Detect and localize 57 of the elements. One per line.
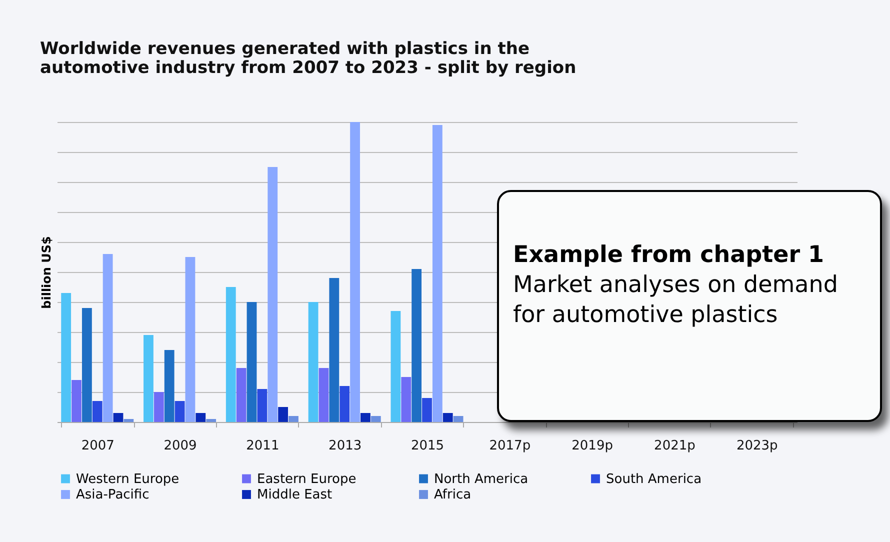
bar: [113, 413, 124, 422]
bar: [144, 335, 154, 422]
x-tick-label: 2009: [164, 438, 197, 454]
x-tick-label: 2013: [328, 438, 362, 454]
x-tick-label: 2021p: [654, 438, 696, 454]
annotation: Market analyses on demand for automotive plastics: [513, 272, 838, 328]
legend-label: Eastern Europe: [257, 472, 356, 487]
annotation: Example from chapter 1: [513, 241, 826, 270]
bar: [124, 419, 134, 422]
bar: [308, 302, 318, 422]
legend-label: South America: [606, 472, 702, 487]
x-tick-label: 2023p: [736, 438, 778, 454]
x-tick-label: 2017p: [489, 438, 531, 454]
bar: [257, 389, 268, 422]
bar: [164, 350, 174, 422]
bar: [442, 413, 453, 422]
bar: [92, 401, 102, 422]
x-tick-label: 2007: [81, 438, 114, 454]
bar: [340, 386, 350, 422]
bar: [236, 368, 246, 422]
legend-label: Western Europe: [76, 472, 180, 487]
bar: [174, 401, 185, 422]
callout-box: Example from chapter 1 Market analyses on demand for automotive plastics: [497, 190, 882, 422]
bar: [102, 254, 113, 422]
bar: [453, 416, 464, 422]
bar: [185, 257, 196, 422]
bar: [268, 167, 278, 422]
legend-label: Asia-Pacific: [76, 488, 150, 502]
x-tick-label: 2011: [246, 438, 280, 454]
bar: [278, 407, 288, 422]
bar: [412, 269, 422, 422]
bar: [72, 380, 82, 422]
bar: [61, 293, 72, 422]
bar: [226, 287, 236, 422]
bar: [370, 416, 381, 422]
bar: [82, 308, 92, 422]
bar: [246, 302, 257, 422]
legend-label: Middle East: [257, 488, 332, 502]
bar: [390, 311, 401, 422]
legend-label: Africa: [434, 488, 472, 502]
text: automotive industry from 2007 to 2023 - split by region: [40, 58, 576, 78]
legend-label: North America: [434, 472, 528, 487]
x-tick-label: 2015: [410, 438, 444, 454]
bar: [401, 377, 412, 422]
x-tick-label: 2019p: [572, 438, 613, 454]
bar: [154, 392, 164, 422]
bar: [288, 416, 298, 422]
text: Worldwide revenues generated with plastics in the: [40, 39, 530, 59]
bar: [422, 398, 432, 422]
bar: [432, 125, 442, 422]
bar: [206, 419, 216, 422]
bar: [360, 413, 370, 422]
bar: [329, 278, 340, 422]
bar: [318, 368, 329, 422]
bar: [196, 413, 206, 422]
bar: [350, 122, 360, 422]
y-axis-title: billion US$: [40, 236, 54, 309]
